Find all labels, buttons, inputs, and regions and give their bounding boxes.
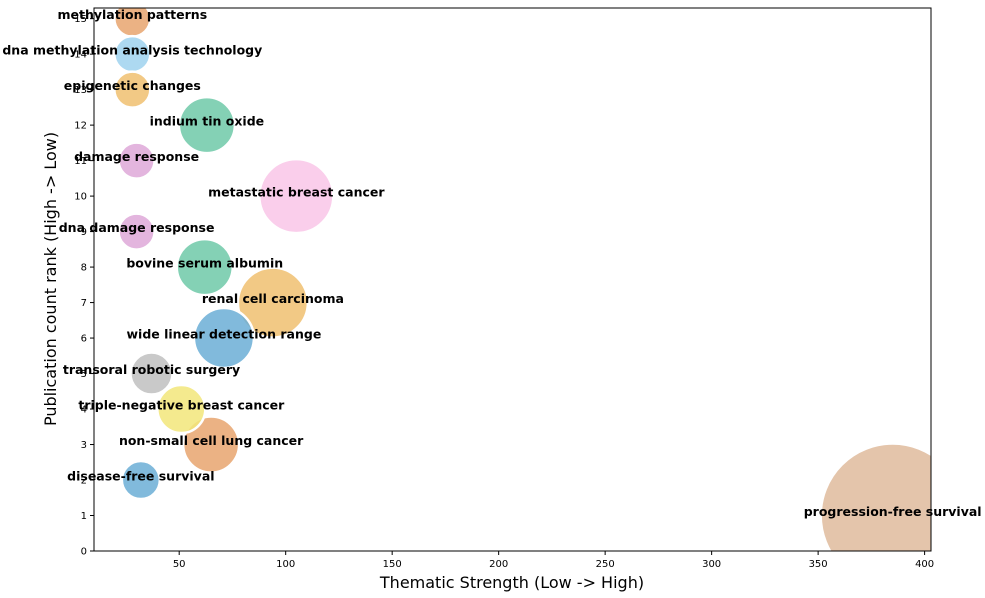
x-tick-label: 300 — [702, 559, 721, 570]
y-tick-label: 6 — [81, 334, 87, 345]
bubble-label: transoral robotic surgery — [63, 362, 240, 377]
bubble-labels-layer: methylation patterns dna methylation anal… — [2, 7, 981, 519]
y-tick-label: 9 — [81, 227, 87, 238]
bubble — [117, 141, 156, 180]
y-tick-label: 1 — [81, 511, 87, 522]
y-tick-label: 10 — [74, 192, 87, 203]
plot-frame — [93, 7, 932, 552]
bubble — [113, 70, 152, 109]
x-tick-label: 200 — [489, 559, 508, 570]
bubble — [819, 442, 931, 551]
bubble-label: metastatic breast cancer — [208, 185, 385, 200]
bubble-label: indium tin oxide — [150, 114, 265, 129]
bubble — [117, 212, 156, 251]
y-tick-label: 8 — [81, 263, 87, 274]
bubble-label: non-small cell lung cancer — [119, 433, 304, 448]
y-tick-label: 5 — [81, 369, 87, 380]
bubbles-layer — [113, 8, 931, 551]
y-tick-label: 14 — [74, 50, 87, 61]
bubble-label: dna methylation analysis technology — [2, 43, 262, 58]
x-tick-label: 250 — [596, 559, 615, 570]
x-axis-title: Thematic Strength (Low -> High) — [379, 573, 644, 592]
bubble — [192, 306, 256, 370]
bubble — [177, 95, 237, 155]
bubble-label: damage response — [74, 149, 199, 164]
bubble-label: dna damage response — [59, 220, 215, 235]
bubble-label: disease-free survival — [67, 469, 214, 484]
bubble — [181, 415, 241, 474]
y-tick-label: 3 — [81, 440, 87, 451]
x-tick-label: 150 — [383, 559, 402, 570]
x-tick-label: 50 — [173, 559, 186, 570]
bubble — [258, 157, 335, 235]
x-tick-label: 350 — [809, 559, 828, 570]
y-tick-label: 0 — [81, 547, 87, 558]
bubble-label: progression-free survival — [804, 504, 982, 519]
bubble-label: bovine serum albumin — [126, 256, 283, 271]
bubble-label: epigenetic changes — [64, 78, 201, 93]
bubble — [129, 351, 174, 396]
y-tick-label: 2 — [81, 476, 87, 487]
x-tick-label: 100 — [276, 559, 295, 570]
y-tick-label: 12 — [74, 121, 87, 132]
bubble-label: wide linear detection range — [127, 327, 322, 342]
bubble — [175, 237, 234, 297]
bubble — [120, 459, 162, 501]
y-tick-label: 15 — [74, 14, 87, 25]
y-axis-title: Publication count rank (High -> Low) — [41, 132, 60, 426]
bubble-label: triple-negative breast cancer — [78, 398, 285, 413]
bubble-label: renal cell carcinoma — [202, 291, 344, 306]
y-tick-label: 11 — [74, 156, 87, 167]
bubble-label: methylation patterns — [57, 7, 207, 22]
bubble — [156, 383, 207, 435]
x-tick-label: 400 — [915, 559, 934, 570]
y-tick-label: 4 — [81, 405, 87, 416]
x-axis-ticks: 50 100 150 200 250 300 350 400 — [173, 551, 934, 570]
bubble — [236, 266, 310, 339]
y-tick-label: 13 — [74, 85, 87, 96]
y-tick-label: 7 — [81, 298, 87, 309]
